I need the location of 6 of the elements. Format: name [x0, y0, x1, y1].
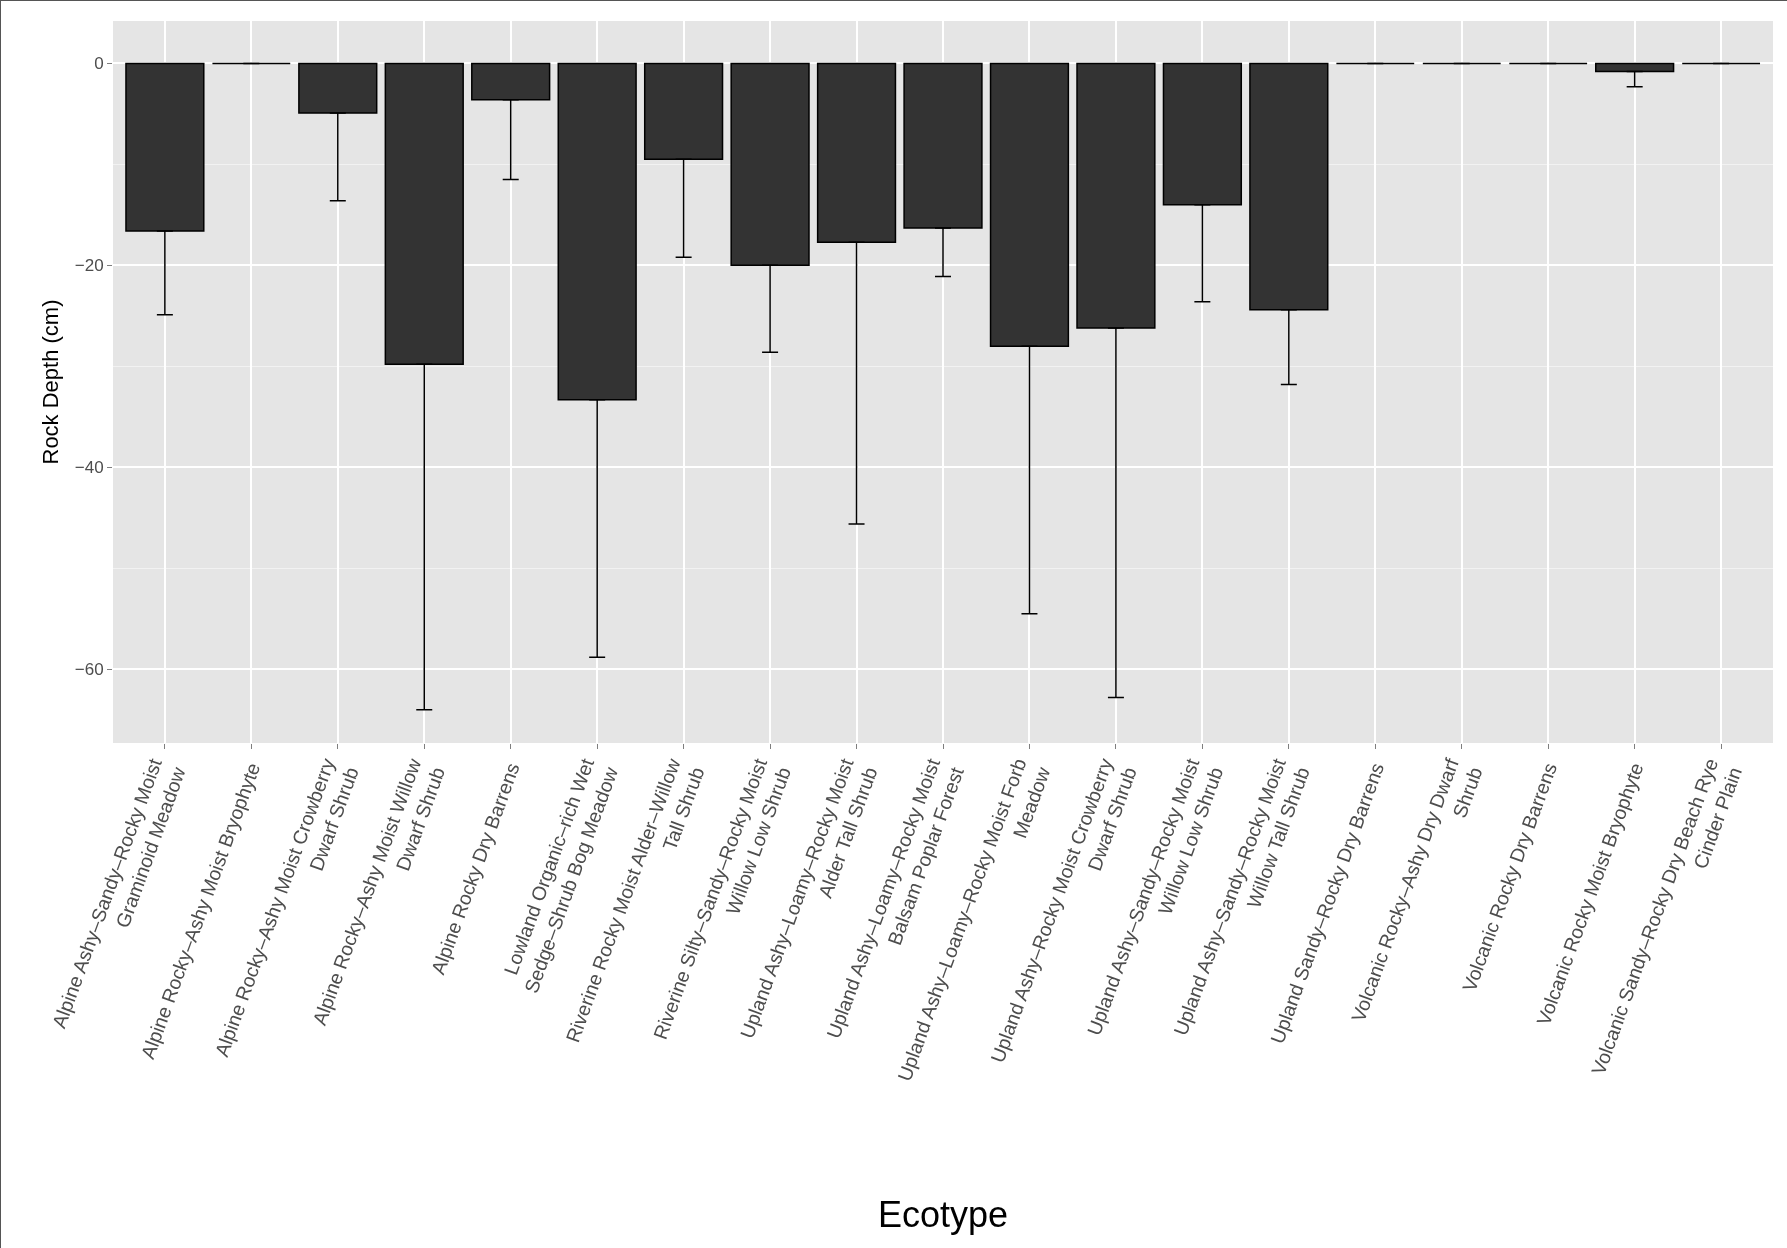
y-tick-label: −60	[74, 660, 104, 680]
y-tick-label: −40	[74, 458, 104, 478]
x-axis-title: Ecotype	[877, 1194, 1009, 1236]
y-axis-title: Rock Depth (cm)	[37, 299, 63, 465]
y-tick-label: 0	[94, 54, 104, 74]
y-tick-label: −20	[74, 256, 104, 276]
